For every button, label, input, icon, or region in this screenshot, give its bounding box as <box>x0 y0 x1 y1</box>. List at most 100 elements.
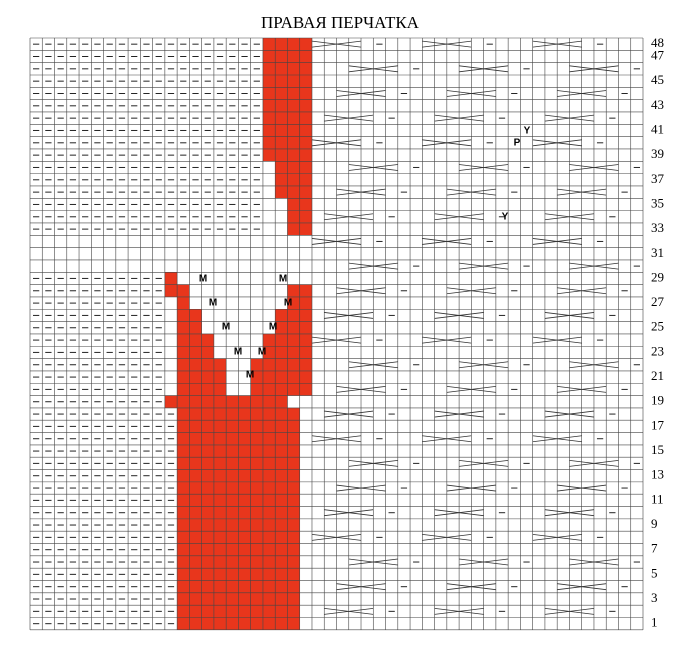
cable <box>544 607 595 615</box>
red-cell <box>201 481 214 495</box>
red-cell <box>226 531 239 544</box>
cable <box>311 40 362 48</box>
red-cell <box>262 87 276 100</box>
red-cell <box>299 284 312 297</box>
cable <box>569 164 619 171</box>
red-cell <box>201 592 214 606</box>
red-cell <box>262 518 276 532</box>
red-cell <box>177 543 190 556</box>
red-cell <box>177 580 190 593</box>
red-cell <box>262 62 276 75</box>
red-cell <box>262 506 276 519</box>
red-cell <box>287 333 300 347</box>
red-cell <box>250 383 263 396</box>
red-cell <box>287 494 300 507</box>
cable <box>324 114 374 122</box>
red-cell <box>213 481 227 495</box>
red-cell <box>250 506 263 519</box>
red-cell <box>201 420 214 433</box>
row-number: 17 <box>651 417 665 432</box>
cell-symbol: M <box>269 322 277 333</box>
red-cell <box>287 432 300 445</box>
red-cell <box>262 432 276 445</box>
red-cell <box>287 383 300 396</box>
row-number: 19 <box>651 393 664 408</box>
red-cell <box>226 555 239 569</box>
cable <box>336 287 386 295</box>
cable <box>557 484 607 492</box>
red-cell <box>287 555 300 569</box>
red-cell <box>287 506 300 519</box>
red-cell <box>250 494 263 507</box>
red-cell <box>177 494 190 507</box>
row-number: 37 <box>651 171 665 186</box>
cable <box>348 164 398 171</box>
cable <box>569 459 619 467</box>
red-cell <box>177 383 190 396</box>
cable <box>532 139 582 147</box>
cell-symbol: M <box>222 322 230 333</box>
pattern-marks <box>33 40 640 625</box>
red-cell <box>299 173 312 186</box>
red-cell <box>250 592 263 606</box>
red-cell <box>275 518 288 532</box>
red-cell <box>262 420 276 433</box>
red-cell <box>275 87 288 100</box>
red-cell <box>201 358 214 371</box>
row-number: 1 <box>651 615 658 630</box>
red-cell <box>226 506 239 519</box>
row-number: 21 <box>651 368 664 383</box>
red-cell <box>299 87 312 100</box>
cell-symbol: M <box>246 370 254 381</box>
red-cell <box>213 383 227 396</box>
red-cell <box>275 506 288 519</box>
red-cell <box>262 457 276 470</box>
red-cell <box>275 395 288 408</box>
red-cell <box>213 469 227 482</box>
red-cell <box>189 346 202 359</box>
red-cell <box>189 506 202 519</box>
cable <box>422 238 472 245</box>
red-cell <box>189 580 202 593</box>
red-cell <box>189 605 202 618</box>
red-cell <box>275 136 288 149</box>
red-cell <box>250 395 263 408</box>
red-cell <box>287 543 300 556</box>
red-cell <box>238 407 251 421</box>
red-cell <box>262 346 276 359</box>
red-cell <box>201 506 214 519</box>
red-cell <box>189 358 202 371</box>
red-cell <box>262 469 276 482</box>
red-cell <box>201 457 214 470</box>
cable <box>422 336 472 344</box>
cell-symbol: M <box>199 274 207 285</box>
cable <box>434 509 484 517</box>
red-cell <box>275 62 288 75</box>
red-cell <box>287 296 300 310</box>
red-cell <box>226 568 239 581</box>
red-cell <box>213 617 227 630</box>
red-cell <box>299 161 312 174</box>
cable <box>446 583 496 591</box>
red-cell <box>177 481 190 495</box>
row-number: 33 <box>651 220 664 235</box>
red-cell <box>189 531 202 544</box>
red-cell <box>287 74 300 88</box>
red-cell <box>226 444 239 458</box>
red-cell <box>189 432 202 445</box>
red-cell <box>189 494 202 507</box>
row-number: 15 <box>651 442 664 457</box>
cable <box>459 164 509 171</box>
row-number: 41 <box>651 121 664 136</box>
red-cell <box>250 568 263 581</box>
red-cell <box>262 124 276 137</box>
red-cell <box>262 543 276 556</box>
red-cell <box>177 518 190 532</box>
red-cell <box>201 333 214 347</box>
red-cell <box>213 395 227 408</box>
cell-symbol: M <box>284 298 292 309</box>
cable <box>348 459 398 467</box>
red-cell <box>287 481 300 495</box>
red-cell <box>287 38 300 51</box>
